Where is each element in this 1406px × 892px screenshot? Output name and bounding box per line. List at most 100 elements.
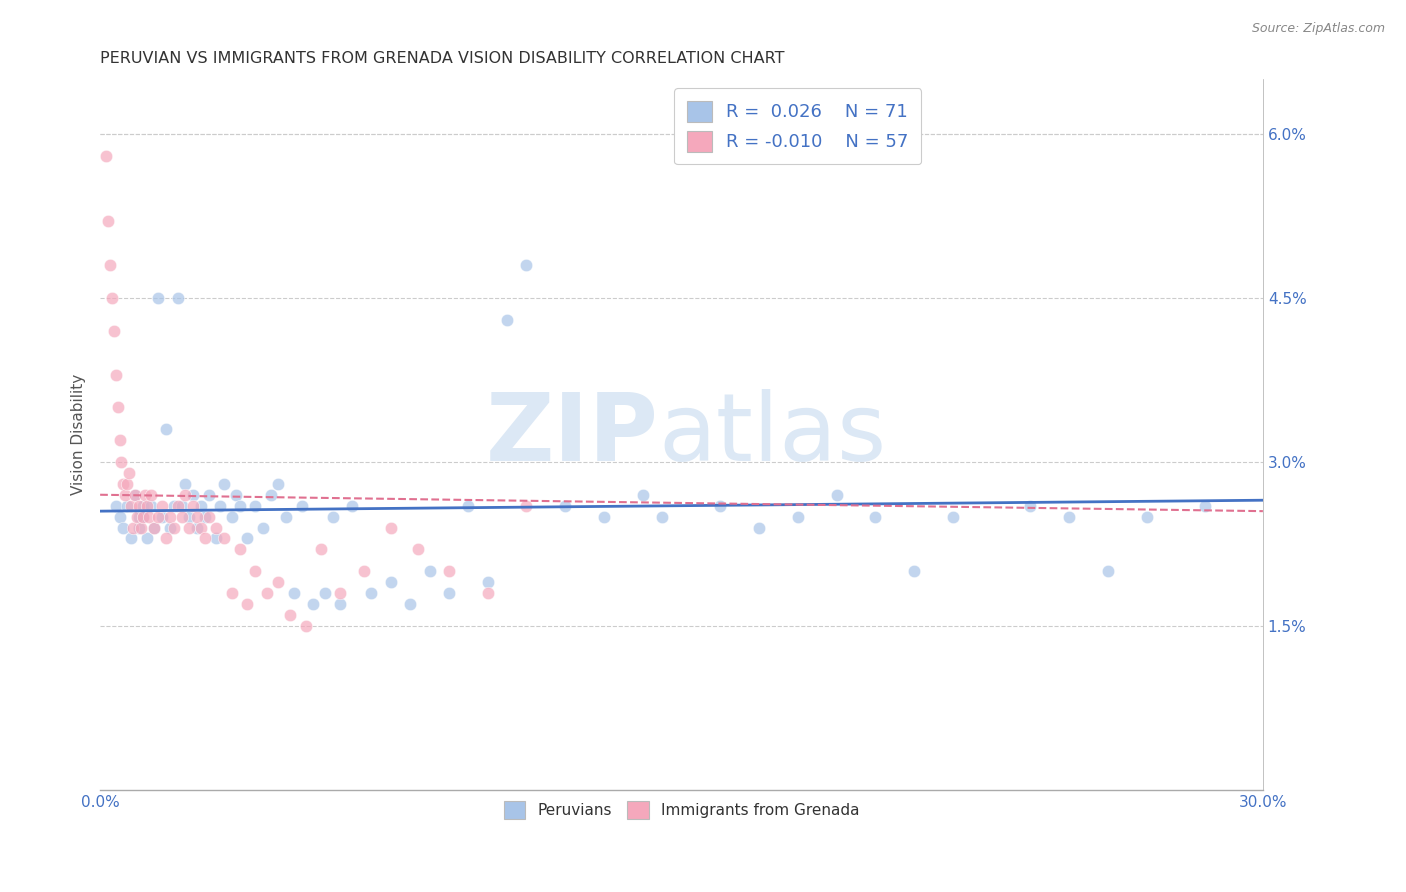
Point xyxy=(129,520,152,534)
Point xyxy=(437,586,460,600)
Point xyxy=(139,499,162,513)
Point xyxy=(205,532,228,546)
Point xyxy=(419,564,441,578)
Point xyxy=(236,532,259,546)
Point xyxy=(593,509,616,524)
Point xyxy=(340,499,363,513)
Point xyxy=(283,586,305,600)
Point xyxy=(97,214,120,228)
Point xyxy=(942,509,965,524)
Point xyxy=(221,509,243,524)
Point xyxy=(353,564,375,578)
Point xyxy=(380,520,402,534)
Text: atlas: atlas xyxy=(658,389,887,481)
Point xyxy=(186,520,208,534)
Text: Source: ZipAtlas.com: Source: ZipAtlas.com xyxy=(1251,22,1385,36)
Point xyxy=(170,499,193,513)
Point xyxy=(302,597,325,611)
Point xyxy=(132,499,155,513)
Point xyxy=(243,499,266,513)
Point xyxy=(194,532,217,546)
Point xyxy=(181,499,204,513)
Point xyxy=(118,466,141,480)
Point xyxy=(155,422,177,436)
Point xyxy=(159,520,181,534)
Point xyxy=(124,488,146,502)
Point xyxy=(138,509,160,524)
Point xyxy=(135,532,157,546)
Point xyxy=(252,520,274,534)
Point xyxy=(243,564,266,578)
Point xyxy=(163,499,186,513)
Point xyxy=(212,476,235,491)
Point xyxy=(112,520,135,534)
Point xyxy=(163,520,186,534)
Point xyxy=(128,520,150,534)
Point xyxy=(1097,564,1119,578)
Point xyxy=(159,509,181,524)
Point xyxy=(139,488,162,502)
Point xyxy=(166,291,188,305)
Point xyxy=(291,499,314,513)
Point xyxy=(170,509,193,524)
Point xyxy=(104,499,127,513)
Point xyxy=(117,476,139,491)
Point xyxy=(256,586,278,600)
Point xyxy=(209,499,232,513)
Point xyxy=(114,488,136,502)
Point xyxy=(228,542,250,557)
Point xyxy=(212,532,235,546)
Point xyxy=(515,258,537,272)
Point xyxy=(278,607,301,622)
Point xyxy=(155,532,177,546)
Point xyxy=(360,586,382,600)
Point xyxy=(1019,499,1042,513)
Point xyxy=(179,509,201,524)
Point xyxy=(122,520,145,534)
Point xyxy=(148,509,170,524)
Point xyxy=(314,586,336,600)
Point xyxy=(903,564,925,578)
Point xyxy=(190,499,212,513)
Point xyxy=(1057,509,1080,524)
Point xyxy=(166,499,188,513)
Point xyxy=(865,509,887,524)
Point xyxy=(104,368,127,382)
Point xyxy=(225,488,247,502)
Point xyxy=(132,509,155,524)
Point xyxy=(120,532,142,546)
Point xyxy=(124,488,146,502)
Point xyxy=(100,291,122,305)
Point xyxy=(179,520,201,534)
Point xyxy=(515,499,537,513)
Point xyxy=(276,509,298,524)
Point xyxy=(329,586,352,600)
Y-axis label: Vision Disability: Vision Disability xyxy=(72,374,86,495)
Point xyxy=(132,509,155,524)
Point xyxy=(399,597,422,611)
Point xyxy=(309,542,332,557)
Point xyxy=(709,499,731,513)
Point xyxy=(194,509,217,524)
Point xyxy=(825,488,848,502)
Legend: Peruvians, Immigrants from Grenada: Peruvians, Immigrants from Grenada xyxy=(498,795,865,825)
Point xyxy=(457,499,479,513)
Point xyxy=(135,499,157,513)
Point xyxy=(205,520,228,534)
Point xyxy=(406,542,429,557)
Point xyxy=(496,313,519,327)
Point xyxy=(554,499,576,513)
Point xyxy=(134,488,156,502)
Point xyxy=(107,401,129,415)
Point xyxy=(120,499,142,513)
Point xyxy=(148,291,170,305)
Text: PERUVIAN VS IMMIGRANTS FROM GRENADA VISION DISABILITY CORRELATION CHART: PERUVIAN VS IMMIGRANTS FROM GRENADA VISI… xyxy=(100,51,785,66)
Point xyxy=(94,149,117,163)
Point xyxy=(110,455,132,469)
Point xyxy=(477,575,499,590)
Text: ZIP: ZIP xyxy=(485,389,658,481)
Point xyxy=(128,509,150,524)
Point xyxy=(651,509,673,524)
Point xyxy=(117,499,139,513)
Point xyxy=(190,520,212,534)
